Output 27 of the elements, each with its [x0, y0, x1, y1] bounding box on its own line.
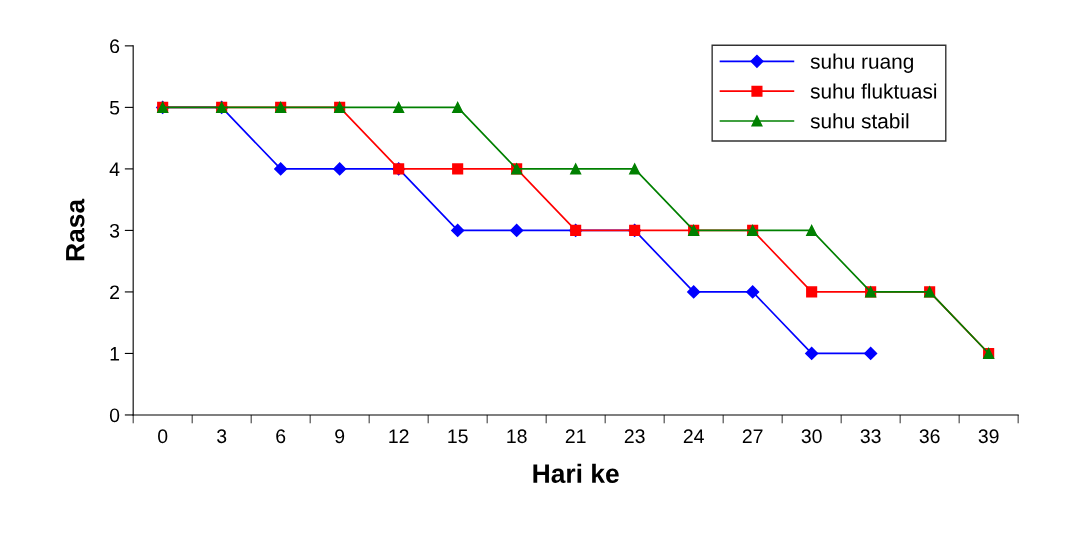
y-tick-label: 0 — [109, 408, 120, 423]
y-tick-label: 2 — [110, 285, 120, 299]
legend-label: suhu stabil — [810, 113, 909, 129]
legend-label: suhu fluktuasi — [810, 83, 937, 99]
x-tick-label: 39 — [978, 429, 999, 444]
y-tick-label: 6 — [110, 39, 120, 54]
x-tick-label: 18 — [507, 429, 527, 444]
x-tick-label: 0 — [158, 429, 168, 444]
y-tick-label: 5 — [109, 101, 120, 115]
x-tick-label: 36 — [919, 429, 940, 444]
x-tick-label: 6 — [276, 429, 286, 444]
x-tick-label: 24 — [683, 429, 704, 443]
x-tick-label: 21 — [565, 429, 586, 443]
legend-label: suhu ruang — [810, 53, 913, 73]
x-tick-label: 9 — [335, 429, 345, 444]
y-axis-title: Rasa — [66, 198, 85, 261]
x-tick-label: 30 — [801, 429, 822, 444]
y-tick-label: 1 — [110, 347, 120, 361]
x-tick-label: 3 — [217, 429, 227, 444]
y-tick-label: 3 — [109, 223, 120, 238]
x-axis-title: Hari ke — [533, 463, 619, 484]
y-tick-label: 4 — [109, 162, 120, 176]
x-tick-label: 27 — [742, 429, 763, 443]
x-tick-label: 12 — [389, 429, 409, 443]
x-tick-label: 15 — [448, 429, 468, 444]
x-tick-label: 23 — [624, 429, 645, 444]
x-tick-label: 33 — [860, 429, 881, 444]
